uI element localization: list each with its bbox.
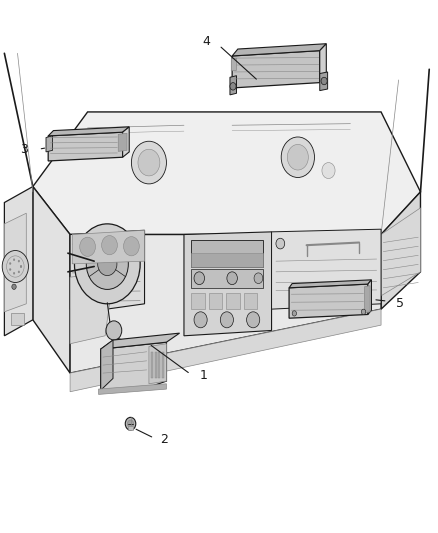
Polygon shape <box>72 230 145 264</box>
Bar <box>191 240 263 266</box>
Circle shape <box>138 149 160 176</box>
Polygon shape <box>230 76 237 95</box>
Text: 3: 3 <box>20 143 28 156</box>
Polygon shape <box>70 272 114 344</box>
Polygon shape <box>272 229 381 309</box>
Text: 1: 1 <box>199 369 207 382</box>
Polygon shape <box>320 72 328 91</box>
Circle shape <box>98 252 117 276</box>
Polygon shape <box>232 51 320 88</box>
Circle shape <box>227 272 237 285</box>
Polygon shape <box>289 280 371 288</box>
Polygon shape <box>368 280 371 314</box>
Bar <box>128 426 133 430</box>
Circle shape <box>2 251 28 282</box>
Circle shape <box>247 312 260 328</box>
Bar <box>191 293 205 309</box>
Polygon shape <box>231 58 237 71</box>
Circle shape <box>20 265 22 268</box>
Polygon shape <box>70 309 381 392</box>
Bar <box>155 352 157 378</box>
Circle shape <box>220 312 233 328</box>
Polygon shape <box>4 213 26 312</box>
Polygon shape <box>381 208 420 296</box>
Polygon shape <box>149 344 166 384</box>
Circle shape <box>102 236 117 255</box>
Circle shape <box>292 311 297 316</box>
Bar <box>11 313 24 325</box>
Bar <box>151 352 153 378</box>
Polygon shape <box>48 127 129 136</box>
Polygon shape <box>70 230 145 312</box>
Text: 2: 2 <box>160 433 168 446</box>
Polygon shape <box>4 187 33 336</box>
Bar <box>191 253 263 266</box>
Polygon shape <box>99 384 166 394</box>
Circle shape <box>322 163 335 179</box>
Bar <box>191 269 263 288</box>
Bar <box>209 293 222 309</box>
Circle shape <box>106 321 122 340</box>
Polygon shape <box>184 232 272 336</box>
Polygon shape <box>320 44 326 83</box>
Polygon shape <box>101 342 166 390</box>
Polygon shape <box>123 127 129 157</box>
Circle shape <box>20 265 22 268</box>
Polygon shape <box>381 192 420 309</box>
Circle shape <box>18 260 20 262</box>
Polygon shape <box>101 340 113 390</box>
Circle shape <box>74 224 140 304</box>
Circle shape <box>254 273 263 284</box>
Circle shape <box>127 420 134 427</box>
Bar <box>158 352 160 378</box>
Circle shape <box>281 137 314 177</box>
Polygon shape <box>33 112 420 235</box>
Polygon shape <box>46 136 53 152</box>
Circle shape <box>18 271 20 273</box>
Circle shape <box>13 259 15 261</box>
Bar <box>226 293 240 309</box>
Bar <box>244 293 257 309</box>
Polygon shape <box>118 133 127 151</box>
Text: 5: 5 <box>396 297 404 310</box>
Circle shape <box>194 312 207 328</box>
Circle shape <box>194 272 205 285</box>
Circle shape <box>12 284 16 289</box>
Polygon shape <box>232 44 326 56</box>
Polygon shape <box>101 333 180 349</box>
Polygon shape <box>364 286 370 313</box>
Text: 4: 4 <box>202 35 210 48</box>
Polygon shape <box>48 132 123 161</box>
Circle shape <box>80 237 95 256</box>
Circle shape <box>13 272 15 274</box>
Circle shape <box>321 77 327 85</box>
Polygon shape <box>70 235 381 373</box>
Circle shape <box>86 238 128 289</box>
Bar <box>162 352 164 378</box>
Polygon shape <box>33 187 70 373</box>
Circle shape <box>230 83 236 90</box>
Polygon shape <box>289 284 368 318</box>
Circle shape <box>9 269 11 271</box>
Circle shape <box>124 237 139 256</box>
Circle shape <box>131 141 166 184</box>
Circle shape <box>287 144 308 170</box>
Circle shape <box>9 262 11 264</box>
Circle shape <box>361 309 366 314</box>
Circle shape <box>276 238 285 249</box>
Circle shape <box>125 417 136 430</box>
